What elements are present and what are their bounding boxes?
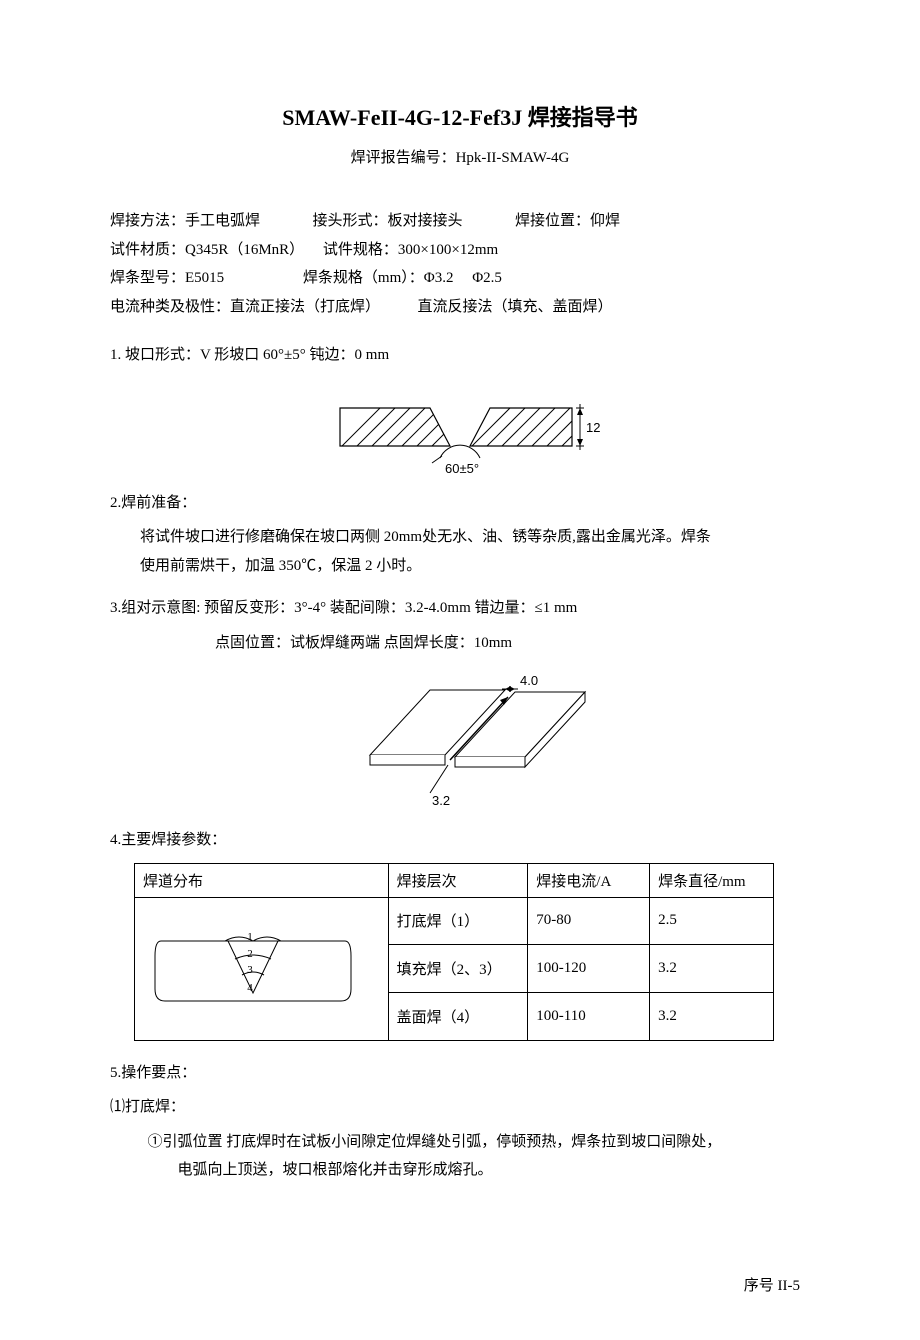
section-5-step1a: ①引弧位置 打底焊时在试板小间隙定位焊缝处引弧，停顿预热，焊条拉到坡口间隙处， (110, 1128, 810, 1157)
th-dia: 焊条直径/mm (650, 863, 774, 897)
row2-dia: 3.2 (650, 945, 774, 993)
welding-params-table: 焊道分布 焊接层次 焊接电流/A 焊条直径/mm 1 (134, 863, 774, 1041)
svg-text:4.0: 4.0 (520, 673, 538, 688)
section-3-line2: 点固位置：试板焊缝两端 点固焊长度：10mm (110, 629, 810, 658)
info-row-1: 焊接方法：手工电弧焊 接头形式：板对接接头 焊接位置：仰焊 (110, 207, 810, 236)
svg-text:3.2: 3.2 (432, 793, 450, 808)
svg-text:1: 1 (247, 931, 253, 943)
svg-text:12: 12 (586, 420, 600, 435)
svg-text:2: 2 (247, 948, 253, 960)
section-2-heading: 2.焊前准备： (110, 489, 810, 518)
groove-diagram: 60±5° 12 (110, 378, 810, 483)
info-row-3: 焊条型号：E5015 焊条规格（mm）：Φ3.2 Φ2.5 (110, 264, 810, 293)
section-2-body: 将试件坡口进行修磨确保在坡口两侧 20mm处无水、油、锈等杂质,露出金属光泽。焊… (110, 523, 810, 580)
row1-dia: 2.5 (650, 897, 774, 945)
section-2-body1: 将试件坡口进行修磨确保在坡口两侧 20mm处无水、油、锈等杂质,露出金属光泽。焊… (140, 529, 711, 545)
page-footer: 序号 II-5 (744, 1274, 800, 1295)
section-5-step1b: 电弧向上顶送，坡口根部熔化并击穿形成熔孔。 (110, 1156, 810, 1185)
section-3-line1: 3.组对示意图: 预留反变形：3°-4° 装配间隙：3.2-4.0mm 错边量：… (110, 594, 810, 623)
info-row-2: 试件材质：Q345R（16MnR） 试件规格：300×100×12mm (110, 236, 810, 265)
svg-text:60±5°: 60±5° (445, 461, 479, 476)
row3-dia: 3.2 (650, 992, 774, 1040)
row3-layer: 盖面焊（4） (388, 992, 528, 1040)
info-block: 焊接方法：手工电弧焊 接头形式：板对接接头 焊接位置：仰焊 试件材质：Q345R… (110, 207, 810, 321)
section-1-line: 1. 坡口形式：V 形坡口 60°±5° 钝边：0 mm (110, 341, 810, 370)
th-current: 焊接电流/A (528, 863, 650, 897)
row1-current: 70-80 (528, 897, 650, 945)
section-5-heading: 5.操作要点： (110, 1059, 810, 1088)
section-4-heading: 4.主要焊接参数： (110, 826, 810, 855)
bead-distribution-cell: 1 2 3 4 (135, 897, 389, 1040)
report-number: 焊评报告编号：Hpk-II-SMAW-4G (110, 146, 810, 167)
info-row-4: 电流种类及极性：直流正接法（打底焊） 直流反接法（填充、盖面焊） (110, 293, 810, 322)
svg-text:4: 4 (247, 982, 253, 994)
th-layer: 焊接层次 (388, 863, 528, 897)
th-bead-dist: 焊道分布 (135, 863, 389, 897)
svg-text:3: 3 (247, 964, 253, 976)
row2-current: 100-120 (528, 945, 650, 993)
document-title: SMAW-FeII-4G-12-Fef3J 焊接指导书 (110, 100, 810, 132)
row1-layer: 打底焊（1） (388, 897, 528, 945)
section-5-sub1: ⑴打底焊： (110, 1093, 810, 1122)
section-2-body2: 使用前需烘干，加温 350℃，保温 2 小时。 (140, 558, 421, 574)
assembly-diagram: 3.2 4.0 (110, 665, 810, 820)
row3-current: 100-110 (528, 992, 650, 1040)
row2-layer: 填充焊（2、3） (388, 945, 528, 993)
